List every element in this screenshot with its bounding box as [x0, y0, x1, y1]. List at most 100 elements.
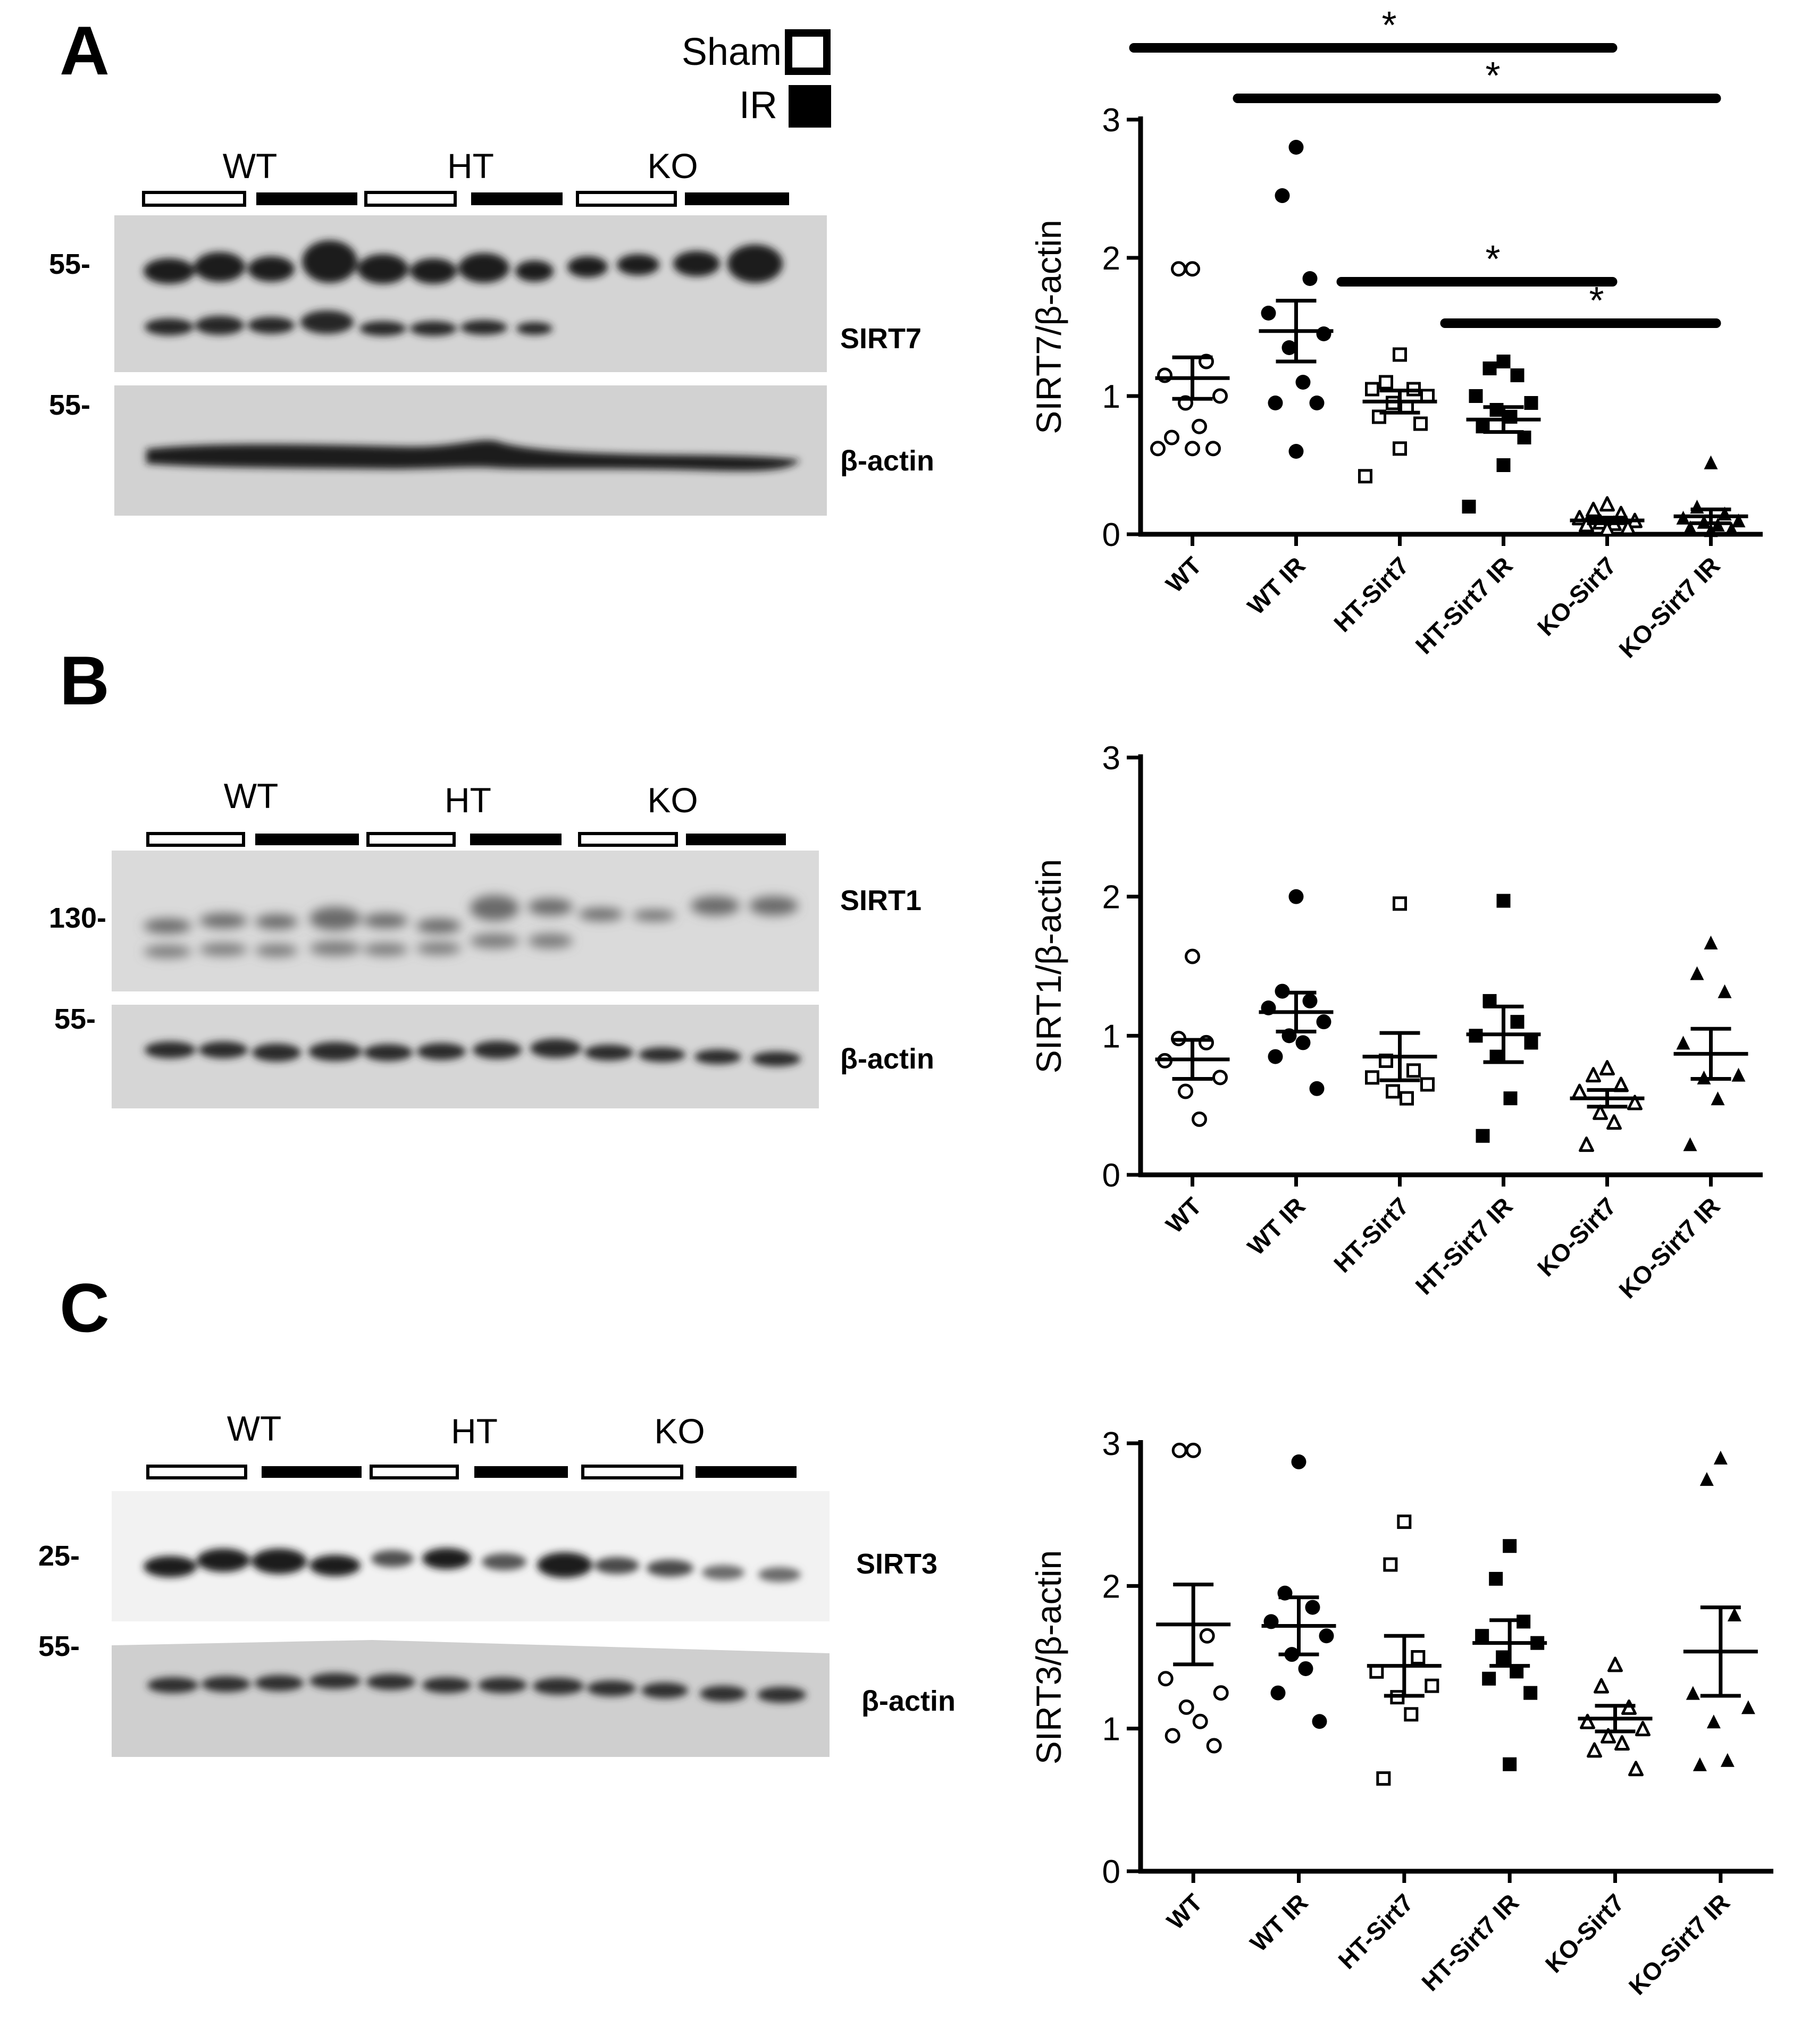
- data-point: [1699, 1472, 1714, 1486]
- band: [309, 1673, 361, 1689]
- band-row: [144, 933, 573, 958]
- data-point: [1192, 418, 1207, 434]
- data-point: [1580, 1713, 1595, 1729]
- band: [366, 1674, 415, 1690]
- data-point: [1731, 514, 1746, 527]
- band: [252, 1044, 301, 1062]
- blot-membrane: [114, 215, 827, 372]
- data-point: [1425, 1678, 1439, 1693]
- significance-star: *: [1381, 4, 1396, 47]
- band: [470, 933, 519, 948]
- band: [647, 1560, 693, 1577]
- band: [528, 933, 573, 948]
- band: [617, 254, 659, 275]
- panel-c: C WT HT KO: [38, 1269, 956, 1757]
- ir-bar: [685, 192, 789, 205]
- data-point: [1510, 1015, 1524, 1029]
- data-point: [1599, 1060, 1615, 1076]
- y-tick-label: 0: [1102, 1157, 1120, 1194]
- band: [363, 943, 408, 956]
- data-point: [1295, 375, 1311, 390]
- mw-marker: 130-: [49, 902, 106, 934]
- data-point: [1594, 1678, 1609, 1694]
- mw-marker: 55-: [49, 248, 90, 280]
- data-point: [1635, 1721, 1651, 1737]
- sham-bar: [146, 832, 245, 847]
- data-point: [1741, 1700, 1755, 1714]
- mw-marker: 55-: [54, 1003, 96, 1035]
- y-tick-label: 1: [1102, 1711, 1120, 1748]
- band: [758, 1567, 801, 1582]
- data-point: [1620, 519, 1636, 535]
- data-point: [1400, 1091, 1414, 1106]
- y-tick-label: 0: [1102, 517, 1120, 553]
- band: [410, 258, 457, 284]
- ir-bar: [474, 1466, 568, 1478]
- data-point: [1295, 1035, 1311, 1050]
- x-tick-label: HT-Sirt7: [1333, 1888, 1418, 1974]
- ir-bar: [471, 192, 563, 205]
- band-row: [145, 1039, 801, 1066]
- band: [255, 1675, 304, 1691]
- y-tick-label: 0: [1102, 1854, 1120, 1890]
- sham-bar: [146, 1465, 247, 1479]
- band-row: [147, 1673, 806, 1703]
- data-point: [1158, 1671, 1174, 1687]
- x-tick-label: HT-Sirt7 IR: [1416, 1888, 1524, 1996]
- genotype-label: WT: [227, 1409, 282, 1448]
- y-tick-label: 2: [1102, 879, 1120, 916]
- genotype-label: HT: [451, 1411, 498, 1451]
- band-row: [145, 310, 552, 336]
- data-point: [1281, 340, 1297, 355]
- band: [641, 1683, 688, 1698]
- data-point: [1510, 368, 1524, 382]
- data-point: [1693, 1757, 1707, 1771]
- x-tick-label: KO-Sirt7 IR: [1613, 551, 1725, 663]
- point-group: [1462, 355, 1538, 514]
- data-point: [1628, 1761, 1644, 1777]
- data-point: [1386, 1084, 1400, 1099]
- data-point: [1212, 1070, 1228, 1086]
- y-tick-label: 2: [1102, 1568, 1120, 1605]
- x-tick-label: KO-Sirt7 IR: [1613, 1192, 1725, 1303]
- legend-sham-label: Sham: [682, 31, 782, 73]
- data-point: [1706, 1714, 1721, 1729]
- band: [470, 895, 519, 921]
- panel-letter: A: [60, 12, 110, 89]
- data-point: [1475, 1629, 1489, 1643]
- point-group: [1158, 1442, 1229, 1754]
- genotype-header: WT HT KO: [146, 1409, 797, 1479]
- y-axis-label: SIRT1/β-actin: [1029, 859, 1068, 1074]
- data-point: [1727, 1608, 1741, 1621]
- band: [410, 321, 457, 336]
- chart-sirt3: 0 1 2 3 SIRT3/β-actin WT WT IR HT-Sirt7HT-Sirt7…: [1029, 1426, 1773, 2000]
- genotype-header: WT HT KO: [146, 776, 786, 847]
- data-point: [1469, 389, 1483, 403]
- band: [473, 1041, 522, 1059]
- sham-bar: [578, 832, 678, 847]
- western-blot: 130- SIRT1 55- β-actin: [49, 851, 934, 1108]
- data-point: [1579, 1136, 1594, 1152]
- significance-star: *: [1485, 55, 1500, 97]
- data-point: [1683, 520, 1697, 534]
- point-group: [1157, 948, 1228, 1127]
- sham-bar: [142, 191, 246, 207]
- ir-bar: [686, 834, 786, 845]
- chart-sirt1: 0 1 2 3 SIRT1/β-actin WT WT IR HT-Sirt7HT-Sirt7…: [1029, 740, 1763, 1304]
- data-point: [1302, 993, 1318, 1008]
- band: [567, 256, 608, 277]
- ir-bar: [470, 834, 562, 845]
- band: [752, 1052, 801, 1066]
- data-point: [1383, 1557, 1398, 1572]
- band-row: [144, 1548, 801, 1582]
- data-point: [1683, 1137, 1697, 1151]
- panel-letter: C: [60, 1269, 110, 1347]
- genotype-label: WT: [224, 776, 279, 815]
- data-point: [1720, 1753, 1735, 1767]
- band: [144, 919, 191, 933]
- band: [458, 253, 509, 283]
- mw-marker: 55-: [38, 1630, 80, 1662]
- data-point: [1731, 1067, 1746, 1082]
- ir-bar: [262, 1466, 362, 1478]
- data-point: [1309, 1081, 1325, 1096]
